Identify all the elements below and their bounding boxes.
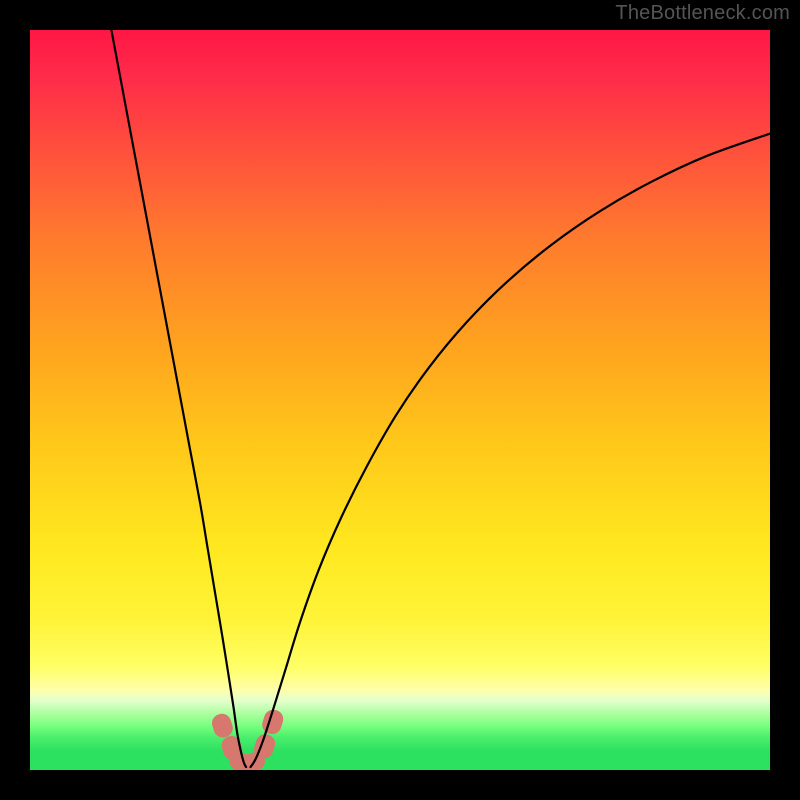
watermark-label: TheBottleneck.com — [615, 2, 790, 25]
chart-container: TheBottleneck.com — [0, 0, 800, 800]
plot-area — [30, 30, 770, 770]
gradient-background — [30, 30, 770, 770]
